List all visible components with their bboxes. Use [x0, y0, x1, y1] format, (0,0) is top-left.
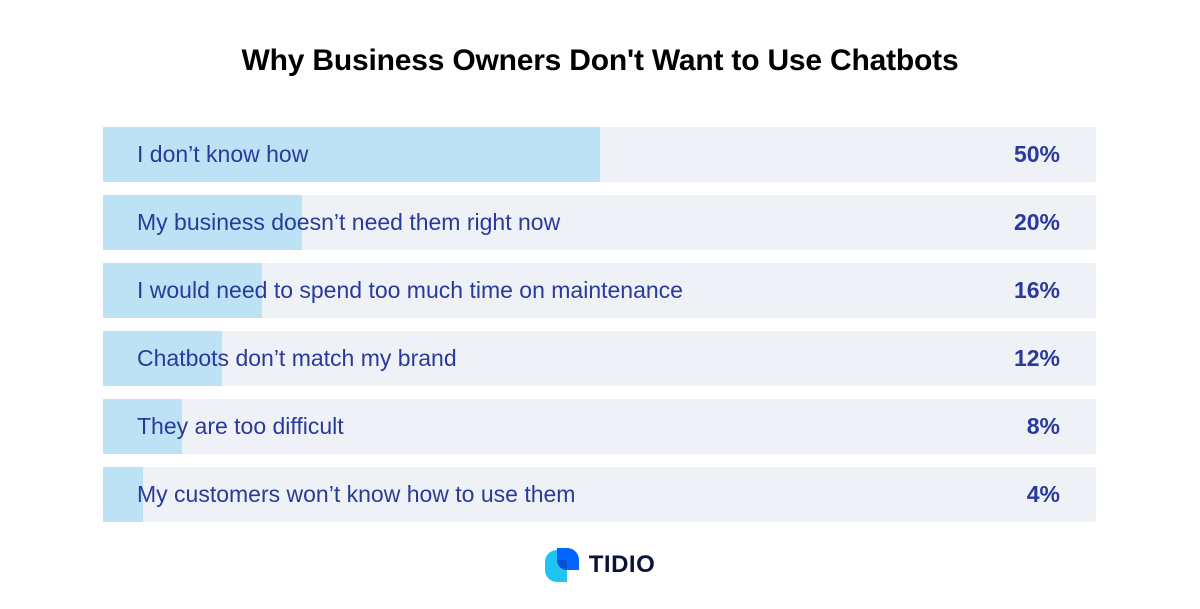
- bar: [103, 331, 223, 386]
- bar-value-label: 20%: [1013, 209, 1060, 235]
- bar-value-label: 12%: [1013, 345, 1060, 371]
- bar-row: My customers won’t know how to use them 4…: [103, 467, 1096, 522]
- bar-row: They are too difficult 8%: [103, 399, 1096, 454]
- bar-category-label: Chatbots don’t match my brand: [137, 345, 457, 371]
- bar: [103, 195, 302, 250]
- bar: [103, 263, 262, 318]
- bar-value-label: 8%: [1026, 413, 1060, 439]
- bar-category-label: They are too difficult: [137, 413, 344, 439]
- bar-value-label: 4%: [1026, 481, 1060, 507]
- bar-row: Chatbots don’t match my brand 12%: [103, 331, 1096, 386]
- bar: [103, 399, 183, 454]
- bar-row: I would need to spend too much time on m…: [103, 263, 1096, 318]
- bar-category-label: I don’t know how: [137, 141, 309, 167]
- bar-category-label: I would need to spend too much time on m…: [137, 277, 683, 303]
- brand-name: TIDIO: [588, 551, 656, 578]
- bar-value-label: 16%: [1013, 277, 1060, 303]
- bar-category-label: My customers won’t know how to use them: [137, 481, 576, 507]
- chart-title: Why Business Owners Don't Want to Use Ch…: [241, 44, 959, 77]
- bar: [103, 127, 600, 182]
- bar-category-label: My business doesn’t need them right now: [137, 209, 561, 235]
- bar-row: I don’t know how 50%: [103, 127, 1096, 182]
- bar-value-label: 50%: [1013, 141, 1060, 167]
- bar: [103, 467, 143, 522]
- bar-row: My business doesn’t need them right now 2…: [103, 195, 1096, 250]
- tidio-logo-icon: [544, 548, 579, 582]
- brand: TIDIO: [0, 548, 1200, 582]
- bar-chart: I don’t know how 50% My business doesn’t n…: [103, 127, 1096, 522]
